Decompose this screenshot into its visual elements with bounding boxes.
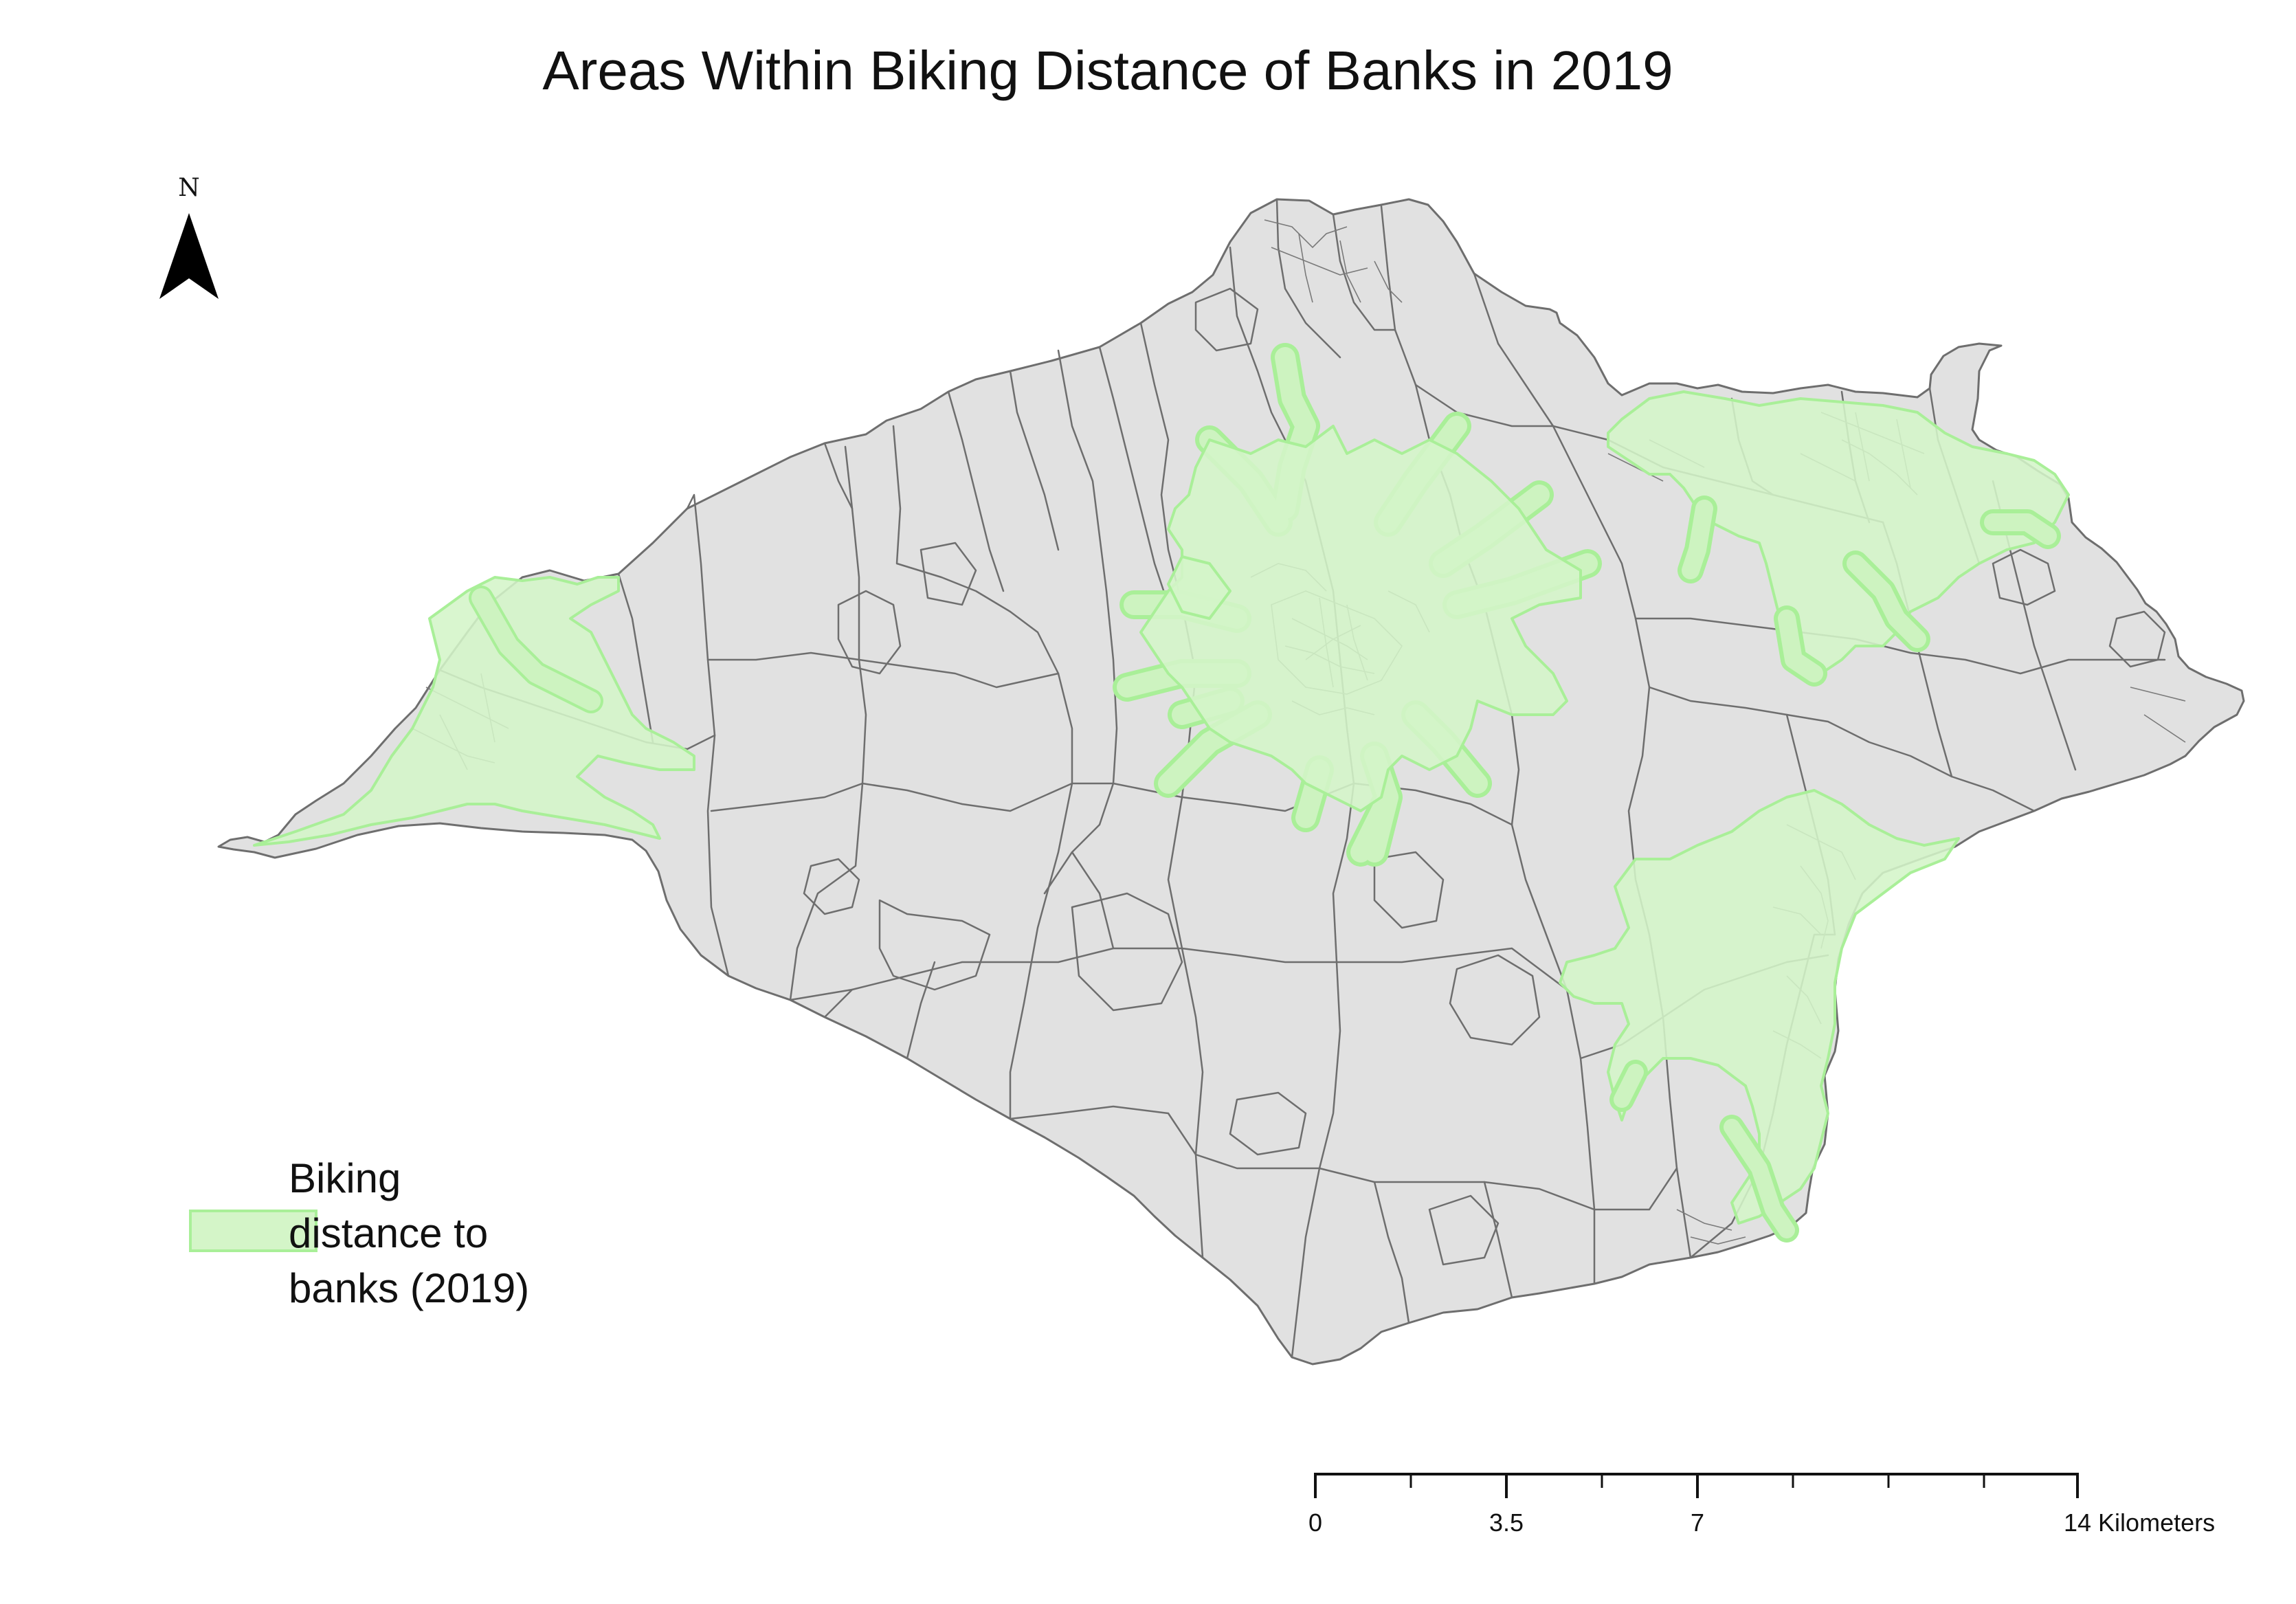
scale-label-3-5: 3.5 (1489, 1508, 1524, 1537)
map-title: Areas Within Biking Distance of Banks in… (542, 40, 1673, 101)
scale-bar: 0 3.5 7 14 Kilometers (1308, 1473, 2215, 1537)
legend: Biking distance to banks (2019) (189, 1155, 529, 1311)
buffer-southeast (1559, 789, 1960, 1243)
north-letter: N (178, 174, 200, 202)
buffer-northeast (1607, 390, 2070, 687)
island-map (217, 198, 2245, 1366)
legend-label-line-2: distance to (289, 1210, 488, 1256)
scale-label-14-km: 14 Kilometers (2064, 1508, 2215, 1537)
scale-label-7: 7 (1691, 1508, 1704, 1537)
buffer-central (1113, 343, 1602, 867)
buffer-west (253, 576, 695, 847)
legend-label-line-3: banks (2019) (289, 1265, 529, 1311)
scale-label-0: 0 (1308, 1508, 1322, 1537)
legend-swatch (189, 1210, 317, 1252)
north-arrow: N (159, 174, 219, 299)
north-arrow-icon (159, 213, 219, 299)
legend-label-line-1: Biking (289, 1155, 401, 1201)
